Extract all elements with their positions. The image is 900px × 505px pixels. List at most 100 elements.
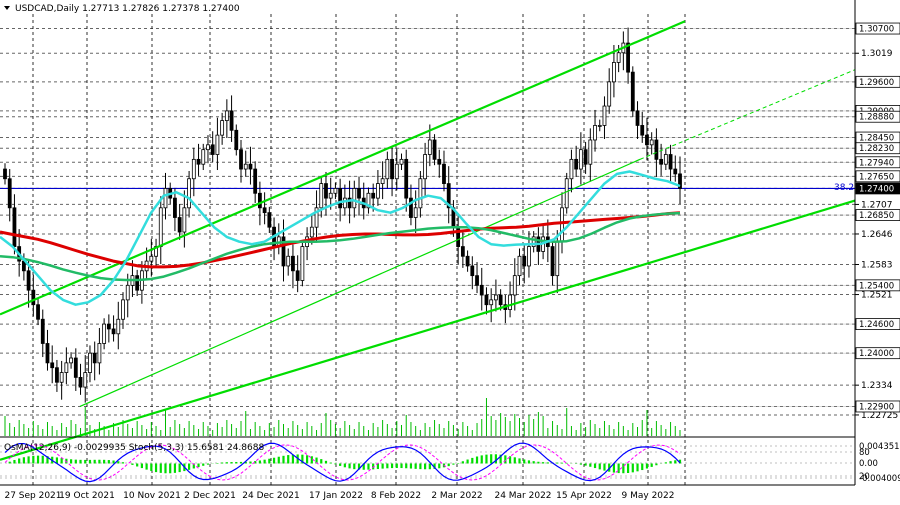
level-lines — [0, 28, 855, 407]
candle-body — [64, 362, 69, 373]
trend-channel — [0, 20, 856, 461]
candle-body — [234, 129, 239, 151]
price-tick-label: 1.22725 — [861, 411, 898, 421]
candle-body — [215, 134, 220, 155]
price-level-tag — [855, 142, 900, 155]
candle-body — [206, 144, 210, 151]
candle-body — [106, 323, 111, 330]
candle-body — [394, 163, 399, 180]
price-level-tag-label: 1.29600 — [859, 78, 894, 88]
candle-body — [31, 289, 36, 306]
price-level-tag-label: 1.24000 — [859, 349, 894, 359]
grid-layer — [0, 14, 855, 485]
price-level-tag — [855, 347, 900, 360]
candle-body — [88, 352, 92, 373]
candle-body — [460, 246, 465, 257]
candle-body — [498, 294, 503, 306]
candle-body — [83, 372, 88, 388]
candle-body — [423, 154, 428, 180]
dropdown-triangle-icon[interactable] — [4, 6, 10, 10]
time-tick-label: 2 Mar 2022 — [431, 491, 482, 501]
candle-body — [399, 158, 404, 165]
candle-body — [309, 226, 314, 238]
candle-body — [607, 81, 612, 107]
price-level-tag-label: 1.24600 — [859, 320, 894, 330]
price-level-tag-label: 1.26850 — [859, 211, 894, 221]
candle-body — [593, 125, 597, 141]
candle-body — [319, 183, 324, 209]
price-tick-label: 1.2646 — [861, 230, 893, 240]
candle-body — [239, 149, 243, 170]
candle-body — [432, 139, 437, 160]
candle-body — [678, 173, 682, 189]
oscillator-tick-label: 0.00 — [859, 459, 878, 469]
candle-body — [121, 299, 125, 320]
price-tick-label: 1.2583 — [861, 261, 893, 271]
candle-body — [135, 275, 140, 291]
candle-body — [635, 110, 640, 126]
candle-body — [45, 343, 50, 364]
candle-body — [583, 149, 588, 165]
candle-body — [404, 158, 409, 199]
candle-body — [97, 343, 102, 364]
candle-body — [616, 52, 621, 63]
moving-averages — [0, 170, 681, 306]
candle-body — [668, 154, 673, 170]
candle-body — [295, 270, 300, 281]
price-level-tag-label: 1.28880 — [859, 113, 894, 123]
price-level-tag — [855, 22, 900, 35]
candle-body — [201, 149, 206, 165]
candle-body — [418, 178, 423, 209]
candle-body — [470, 265, 475, 277]
candle-body — [78, 377, 83, 388]
candle-body — [630, 71, 635, 112]
candle-body — [442, 163, 446, 184]
candle-body — [409, 197, 413, 218]
candle-body — [649, 139, 654, 146]
time-tick-label: 15 Apr 2022 — [556, 491, 612, 501]
channel-line — [0, 199, 856, 461]
candle-body — [342, 197, 347, 209]
price-level-tag-label: 1.27400 — [859, 184, 894, 194]
price-level-tag — [855, 318, 900, 331]
candle-body — [626, 42, 630, 73]
oscillator-tick-label: 0.0043518 — [859, 442, 900, 452]
candle-body — [267, 212, 272, 228]
time-tick-label: 9 May 2022 — [622, 491, 675, 501]
candle-body — [517, 255, 522, 277]
candle-body — [508, 294, 512, 310]
candle-body — [427, 139, 432, 155]
candle-body — [163, 188, 168, 209]
candle-body — [220, 120, 225, 136]
candle-body — [555, 241, 560, 277]
candle-body — [196, 158, 201, 165]
candle-body — [59, 372, 64, 383]
candle-body — [116, 318, 121, 335]
candle-body — [26, 270, 31, 291]
price-level-tag-label: 1.25400 — [859, 281, 894, 291]
candles — [3, 27, 682, 403]
candle-body — [376, 183, 380, 199]
candle-body — [125, 284, 130, 301]
candle-body — [578, 149, 583, 170]
candle-body — [465, 255, 470, 267]
candle-body — [111, 328, 116, 335]
candle-body — [173, 197, 177, 218]
candle-body — [300, 246, 305, 281]
candle-body — [229, 110, 234, 131]
candle-body — [182, 207, 187, 233]
candle-body — [512, 275, 517, 296]
candle-body — [371, 192, 376, 199]
candle-body — [550, 246, 555, 277]
candle-body — [357, 188, 361, 199]
time-tick-label: 17 Jan 2022 — [309, 491, 363, 501]
oscillator-tick-label: 20 — [859, 472, 870, 482]
candle-body — [177, 217, 182, 233]
candle-body — [7, 178, 12, 209]
time-tick-label: 24 Dec 2021 — [242, 491, 300, 501]
candle-body — [413, 207, 418, 218]
time-tick-label: 27 Sep 2021 — [4, 491, 61, 501]
candle-body — [333, 188, 338, 194]
candle-body — [257, 192, 262, 209]
